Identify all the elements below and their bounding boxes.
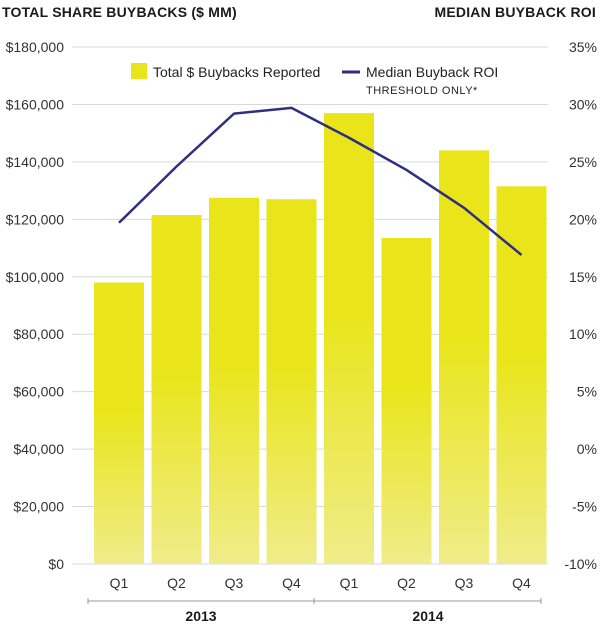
legend-bar-swatch (131, 63, 147, 79)
left-tick-label: $120,000 (6, 211, 65, 227)
left-tick-label: $40,000 (13, 441, 64, 457)
right-tick-label: 35% (569, 39, 597, 55)
right-tick-label: 30% (569, 96, 597, 112)
legend-bar-label: Total $ Buybacks Reported (153, 64, 320, 80)
x-tick-label: Q2 (397, 575, 416, 591)
x-tick-label: Q3 (455, 575, 474, 591)
right-tick-label: 10% (569, 326, 597, 342)
bar-series (94, 113, 547, 565)
right-tick-label: 15% (569, 269, 597, 285)
bar (94, 282, 144, 564)
year-groups: 2013 2014 (87, 598, 542, 624)
bar (209, 197, 259, 564)
right-tick-label: -5% (572, 499, 597, 515)
right-tick-label: 20% (569, 211, 597, 227)
left-tick-labels: $0 $20,000 $40,000 $60,000 $80,000 $100,000 $1… (6, 39, 65, 572)
right-tick-label: 0% (577, 441, 597, 457)
bar (151, 215, 202, 564)
x-tick-label: Q4 (512, 575, 531, 591)
legend: Total $ Buybacks Reported Median Buyback… (131, 63, 498, 97)
left-tick-label: $160,000 (6, 96, 65, 112)
left-tick-label: $180,000 (6, 39, 65, 55)
x-tick-labels: Q1 Q2 Q3 Q4 Q1 Q2 Q3 Q4 (110, 575, 531, 591)
bar (266, 199, 317, 564)
x-tick-label: Q2 (167, 575, 186, 591)
bar (381, 238, 432, 564)
x-tick-label: Q1 (340, 575, 359, 591)
legend-line-sublabel: THRESHOLD ONLY* (366, 85, 478, 97)
left-tick-label: $20,000 (13, 499, 64, 515)
left-tick-label: $60,000 (13, 384, 64, 400)
bar (496, 186, 547, 564)
right-axis-title: MEDIAN BUYBACK ROI (434, 4, 596, 20)
roi-line (118, 106, 523, 256)
left-axis-title: TOTAL SHARE BUYBACKS ($ MM) (2, 4, 237, 20)
x-tick-label: Q4 (282, 575, 301, 591)
x-tick-label: Q1 (110, 575, 129, 591)
x-tick-label: Q3 (225, 575, 244, 591)
bar (439, 150, 489, 564)
left-tick-label: $0 (48, 556, 64, 572)
bar (324, 113, 374, 565)
year-label: 2013 (185, 608, 216, 624)
line-series (118, 106, 523, 256)
right-tick-labels: -10% -5% 0% 5% 10% 15% 20% 25% 30% 35% (564, 39, 597, 572)
legend-line-label: Median Buyback ROI (366, 64, 498, 80)
left-tick-label: $140,000 (6, 154, 65, 170)
right-tick-label: 5% (577, 384, 597, 400)
year-label: 2014 (412, 608, 443, 624)
left-tick-label: $100,000 (6, 269, 65, 285)
left-tick-label: $80,000 (13, 326, 64, 342)
right-tick-label: -10% (564, 556, 597, 572)
right-tick-label: 25% (569, 154, 597, 170)
